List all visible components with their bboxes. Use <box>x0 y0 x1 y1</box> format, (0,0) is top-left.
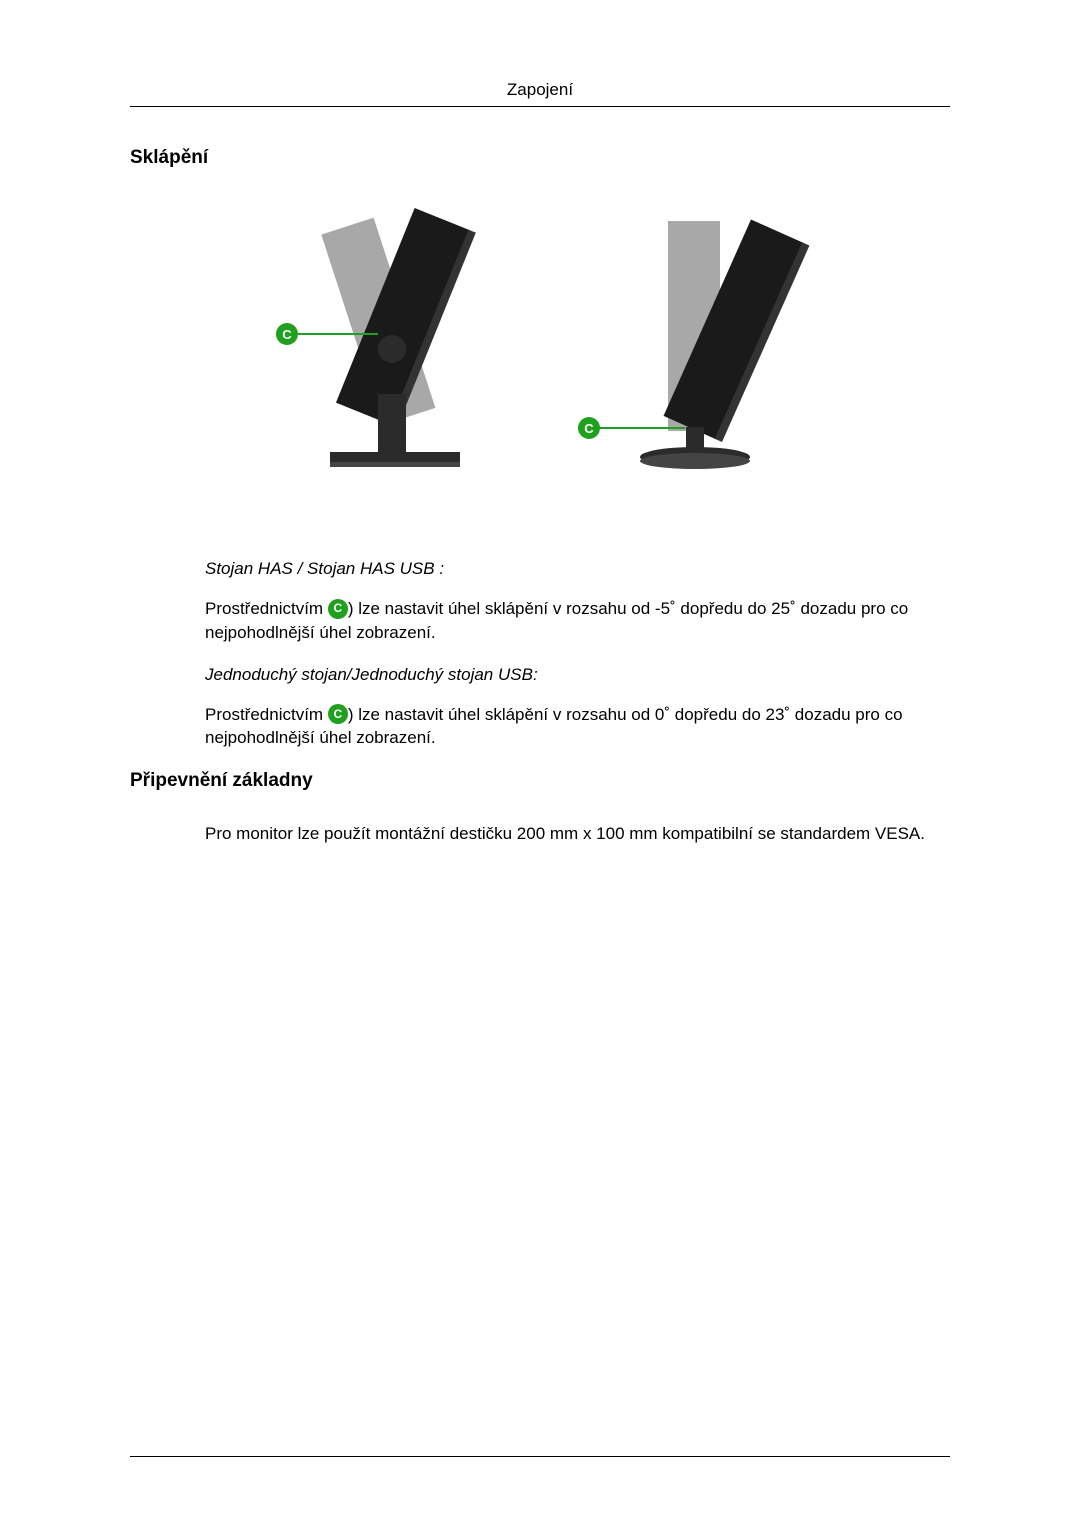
header-title: Zapojení <box>507 80 573 99</box>
marker-line <box>298 333 378 335</box>
section-attach-title: Připevnění základny <box>130 770 950 792</box>
page: Zapojení Sklápění <box>0 0 1080 1527</box>
text-before: Prostřednictvím <box>205 705 328 724</box>
text-before: Prostřednictvím <box>205 599 328 618</box>
marker-c-icon: C <box>276 323 298 345</box>
monitor-simple-icon <box>570 199 810 499</box>
subhead-has: Stojan HAS / Stojan HAS USB : <box>205 559 950 579</box>
inline-marker-c-icon: C <box>328 599 348 619</box>
figure-simple-stand: C <box>570 199 810 499</box>
body-content: Stojan HAS / Stojan HAS USB : Prostředni… <box>130 559 950 750</box>
para-has: Prostřednictvím C) lze nastavit úhel skl… <box>205 597 950 645</box>
monitor-has-icon <box>270 199 510 499</box>
footer-rule <box>130 1456 950 1457</box>
body-content-2: Pro monitor lze použít montážní destičku… <box>130 822 950 846</box>
para-simple: Prostřednictvím C) lze nastavit úhel skl… <box>205 703 950 751</box>
para-vesa: Pro monitor lze použít montážní destičku… <box>205 822 950 846</box>
header-rule: Zapojení <box>130 80 950 107</box>
section-tilt-title: Sklápění <box>130 147 950 169</box>
marker-c-icon: C <box>578 417 600 439</box>
figure-row: C C <box>130 199 950 499</box>
figure-has-stand: C <box>270 199 510 499</box>
marker-line <box>600 427 685 429</box>
inline-marker-c-icon: C <box>328 704 348 724</box>
subhead-simple: Jednoduchý stojan/Jednoduchý stojan USB: <box>205 665 950 685</box>
